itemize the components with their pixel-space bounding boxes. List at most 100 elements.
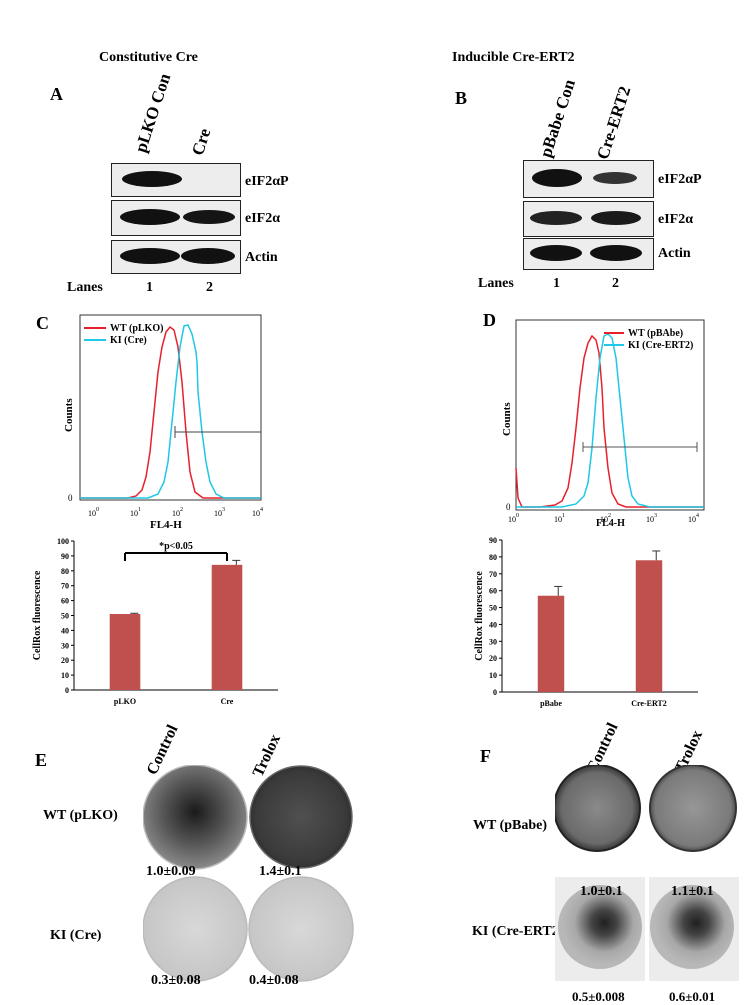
- flow-d-frame: [515, 319, 705, 511]
- dish-e-row-wt: WT (pLKO): [43, 808, 118, 823]
- flow-c-xtick-exp-4: 4: [260, 507, 263, 513]
- bar-d-ytick-label: 20: [489, 654, 497, 663]
- flow-c-wt-curve: [80, 325, 261, 499]
- flow-histogram-c: WT (pLKO) KI (Cre) Counts 0 10 0 10 1 10 2 …: [63, 314, 263, 528]
- bar-d-bar: [635, 560, 663, 692]
- dish-f-row-ki: KI (Cre-ERT2): [472, 924, 564, 939]
- dish-f-wt-trolox: [649, 765, 737, 852]
- flow-c-ytick-0: 0: [68, 493, 73, 503]
- bar-c-ytick-label: 60: [61, 597, 69, 606]
- flow-d-ylabel: Counts: [501, 402, 513, 436]
- bar-c-sig-annotation: *p<0.05: [159, 541, 193, 552]
- bar-d-ytick-label: 70: [489, 570, 497, 579]
- dish-f-wt-control: [555, 765, 641, 852]
- blot-b-label-actin: Actin: [658, 246, 691, 261]
- flow-c-xlabel: FL4-H: [150, 519, 182, 528]
- blot-a-label-eif2ap: eIF2αP: [245, 174, 289, 189]
- blot-b-eif2a: [523, 201, 654, 237]
- dish-f-value-ki-trolox: 0.6±0.01: [669, 989, 716, 1004]
- dish-f-value-wt-control: 1.0±0.1: [580, 884, 623, 899]
- flow-c-xtick-0: 10: [88, 509, 96, 518]
- panel-label-d: D: [483, 310, 496, 330]
- bar-d-category-label: pBabe: [540, 699, 562, 708]
- blot-a-eif2ap-bands: [122, 171, 182, 187]
- flow-c-xtick-4: 10: [252, 509, 260, 518]
- lane-label-cre: Cre: [187, 126, 215, 158]
- flow-histogram-d: WT (pBAbe) KI (Cre-ERT2) Counts 0 10 0 10…: [501, 319, 705, 526]
- bar-d-ytick-label: 30: [489, 637, 497, 646]
- panel-label-a: A: [50, 84, 63, 104]
- bar-c-ytick-label: 70: [61, 582, 69, 591]
- bar-chart-d: 0 10 20 30 40 50 60 70 80 90 CellRox fluorescence p…: [474, 536, 698, 708]
- lane-label-cre-ert2: Cre-ERT2: [592, 83, 635, 162]
- blot-b-lane-number-2: 2: [612, 276, 619, 291]
- header-constitutive-cre: Constitutive Cre: [99, 50, 198, 65]
- flow-d-legend-ki: KI (Cre-ERT2): [628, 340, 693, 351]
- blot-b-actin-bands: [530, 245, 642, 261]
- bar-c-ytick-label: 40: [61, 626, 69, 635]
- flow-c-legend-wt: WT (pLKO): [110, 323, 163, 334]
- dish-f-row-wt: WT (pBabe): [473, 818, 548, 833]
- dish-e-wt-trolox: [249, 765, 353, 869]
- flow-d-xtick-0: 10: [508, 515, 516, 524]
- flow-d-xlabel: FL4-H: [596, 518, 625, 526]
- bar-c-ytick-label: 90: [61, 552, 69, 561]
- blot-a-label-eif2a: eIF2α: [245, 211, 281, 226]
- dish-f-value-wt-trolox: 1.1±0.1: [671, 884, 714, 899]
- blot-b-label-eif2a: eIF2α: [658, 212, 694, 227]
- bar-d-bar: [537, 595, 565, 692]
- flow-d-xtick-exp-1: 1: [562, 513, 565, 519]
- dish-e-wt-control: [143, 765, 248, 870]
- bar-d-ytick-label: 50: [489, 604, 497, 613]
- bar-c-bar: [211, 564, 243, 690]
- dish-f-ki-trolox: [650, 885, 734, 969]
- blot-a-actin-bands: [120, 248, 235, 264]
- blot-a-lanes-label: Lanes: [67, 280, 103, 295]
- flow-d-xtick-2: 10: [600, 515, 608, 524]
- blot-b-eif2ap-bands: [532, 169, 637, 187]
- bar-d-ytick-label: 80: [489, 553, 497, 562]
- panel-label-f: F: [480, 746, 491, 766]
- dish-e-grid: [143, 765, 354, 982]
- dish-e-value-wt-trolox: 1.4±0.1: [259, 864, 302, 879]
- bar-d-ytick-label: 90: [489, 536, 497, 545]
- bar-c-ytick-label: 100: [57, 537, 69, 546]
- blot-b-actin: [523, 238, 654, 270]
- lane-label-plko-con: pLKO Con: [130, 71, 175, 155]
- lane-label-pbabe-con: pBabe Con: [535, 76, 580, 160]
- blot-b-lane-number-1: 1: [553, 276, 560, 291]
- blot-b-label-eif2ap: eIF2αP: [658, 172, 702, 187]
- bar-d-ytick-label: 10: [489, 671, 497, 680]
- bar-c-ytick-label: 0: [65, 686, 69, 695]
- flow-c-ylabel: Counts: [63, 398, 75, 432]
- panel-label-c: C: [36, 313, 49, 333]
- bar-c-ytick-label: 50: [61, 612, 69, 621]
- blot-b-eif2ap: [523, 160, 654, 198]
- blot-a-eif2ap: [111, 163, 241, 197]
- bar-chart-c: 0 10 20 30 40 50 60 70 80 90 100 CellRox fluorescen…: [32, 537, 278, 706]
- flow-d-xtick-exp-2: 2: [608, 513, 611, 519]
- bar-c-bar: [109, 614, 141, 690]
- flow-d-wt-curve: [515, 334, 704, 508]
- dish-f-value-ki-control: 0.5±0.008: [572, 989, 625, 1004]
- flow-c-xtick-3: 10: [214, 509, 222, 518]
- dish-f-ki-control: [558, 885, 642, 969]
- blot-a-lane-number-1: 1: [146, 280, 153, 295]
- flow-d-xtick-4: 10: [688, 515, 696, 524]
- bar-c-ylabel: CellRox fluorescence: [32, 570, 43, 660]
- flow-d-ytick-0: 0: [506, 502, 511, 512]
- flow-d-xtick-exp-3: 3: [654, 513, 657, 519]
- blot-a-eif2a: [111, 200, 241, 236]
- blot-a-lane-number-2: 2: [206, 280, 213, 295]
- blot-b-eif2a-bands: [530, 211, 641, 225]
- bar-d-ytick-label: 40: [489, 620, 497, 629]
- bar-c-ytick-label: 20: [61, 656, 69, 665]
- blot-a-eif2a-bands: [120, 209, 235, 225]
- bar-c-category-label: Cre: [221, 697, 234, 706]
- flow-d-xtick-exp-0: 0: [516, 513, 519, 519]
- bar-d-ylabel: CellRox fluorescence: [474, 571, 485, 661]
- header-inducible-cre-ert2: Inducible Cre-ERT2: [452, 50, 575, 65]
- dish-e-value-wt-control: 1.0±0.09: [146, 864, 196, 879]
- flow-c-xtick-exp-3: 3: [222, 507, 225, 513]
- bar-c-ytick-label: 30: [61, 641, 69, 650]
